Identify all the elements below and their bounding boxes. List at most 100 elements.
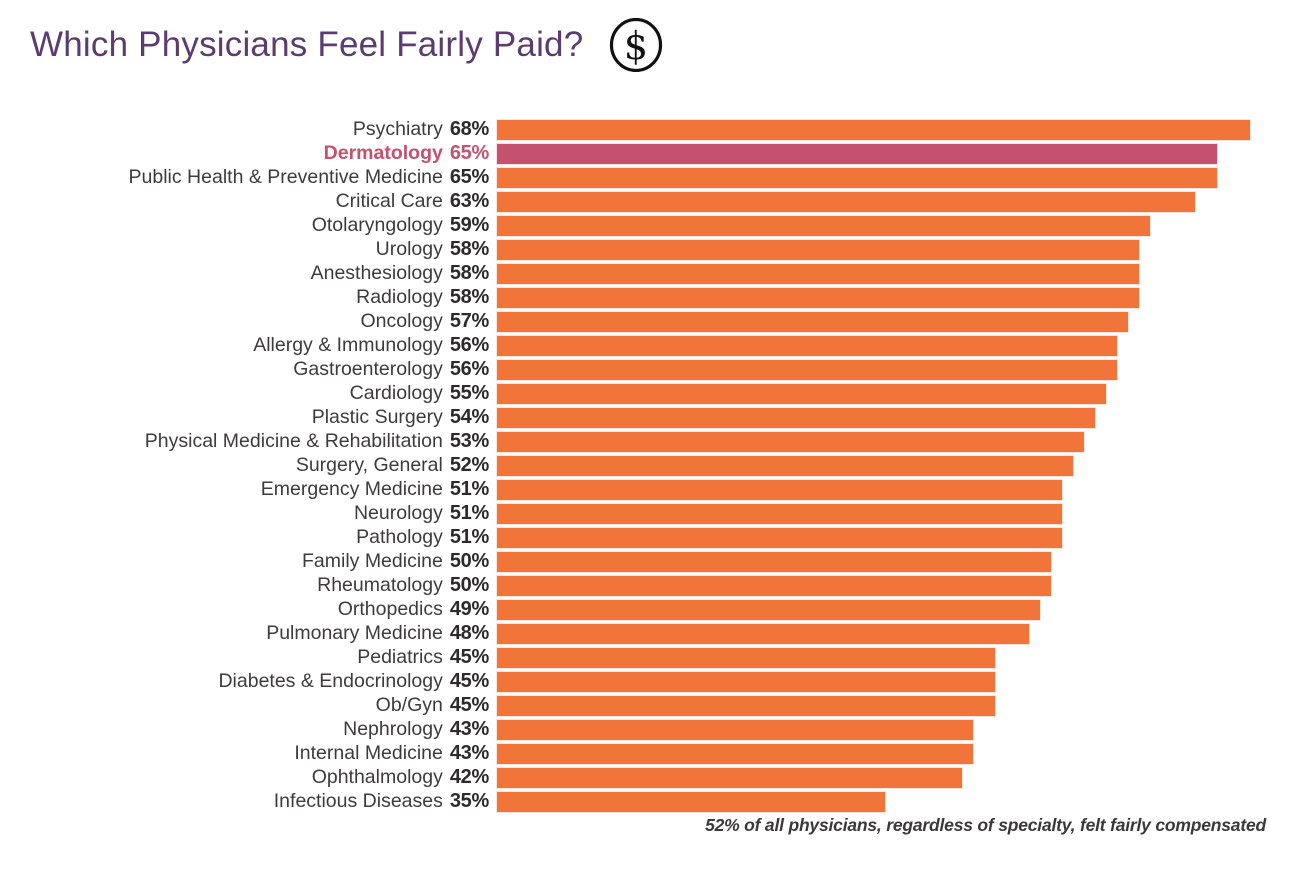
- bar-row: Ob/Gyn 45%: [0, 694, 1290, 718]
- row-label: Dermatology 65%: [0, 141, 490, 167]
- row-label: Otolaryngology 59%: [0, 213, 490, 239]
- bar: [497, 192, 1195, 212]
- bar-row: Dermatology 65%: [0, 142, 1290, 166]
- row-label: Physical Medicine & Rehabilitation 53%: [0, 429, 490, 455]
- bar: [497, 144, 1217, 164]
- bar-row: Radiology 58%: [0, 286, 1290, 310]
- bar-row: Public Health & Preventive Medicine 65%: [0, 166, 1290, 190]
- value-label: 68%: [449, 118, 489, 140]
- category-label: Diabetes & Endocrinology: [218, 670, 443, 692]
- bar-row: Physical Medicine & Rehabilitation 53%: [0, 430, 1290, 454]
- bar: [497, 408, 1095, 428]
- bar: [497, 288, 1140, 308]
- bar: [497, 600, 1040, 620]
- bar-row: Urology 58%: [0, 238, 1290, 262]
- category-label: Critical Care: [335, 190, 443, 212]
- value-label: 52%: [449, 454, 489, 476]
- bar: [497, 264, 1140, 284]
- svg-text:$: $: [624, 24, 648, 68]
- category-label: Surgery, General: [295, 454, 443, 476]
- value-label: 50%: [449, 550, 489, 572]
- category-label: Emergency Medicine: [260, 478, 443, 500]
- row-label: Critical Care 63%: [0, 189, 490, 215]
- value-label: 65%: [449, 142, 489, 164]
- category-label: Pediatrics: [357, 646, 443, 668]
- row-label: Anesthesiology 58%: [0, 261, 490, 287]
- bar: [497, 360, 1118, 380]
- row-label: Emergency Medicine 51%: [0, 477, 490, 503]
- value-label: 59%: [449, 214, 489, 236]
- bar: [497, 696, 996, 716]
- value-label: 58%: [449, 262, 489, 284]
- bar-row: Neurology 51%: [0, 502, 1290, 526]
- bar-row: Emergency Medicine 51%: [0, 478, 1290, 502]
- value-label: 51%: [449, 526, 489, 548]
- value-label: 43%: [449, 742, 489, 764]
- row-label: Rheumatology 50%: [0, 573, 489, 599]
- category-label: Radiology: [356, 286, 443, 308]
- value-label: 45%: [449, 646, 489, 668]
- bar: [497, 384, 1106, 404]
- bar: [497, 240, 1140, 260]
- value-label: 65%: [449, 166, 489, 188]
- category-label: Anesthesiology: [310, 262, 443, 284]
- category-label: Allergy & Immunology: [253, 334, 443, 356]
- row-label: Urology 58%: [0, 237, 490, 263]
- row-label: Surgery, General 52%: [0, 453, 489, 479]
- value-label: 42%: [449, 766, 489, 788]
- bar: [497, 216, 1151, 236]
- category-label: Rheumatology: [317, 574, 443, 596]
- value-label: 63%: [449, 190, 489, 212]
- bar-row: Family Medicine 50%: [0, 550, 1290, 574]
- bar: [497, 648, 996, 668]
- category-label: Dermatology: [323, 142, 443, 164]
- row-label: Orthopedics 49%: [0, 597, 490, 623]
- bar-row: Surgery, General 52%: [0, 454, 1290, 478]
- category-label: Psychiatry: [352, 118, 443, 140]
- row-label: Diabetes & Endocrinology 45%: [0, 669, 489, 695]
- value-label: 51%: [449, 502, 489, 524]
- row-label: Ob/Gyn 45%: [0, 693, 490, 719]
- bar-row: Psychiatry 68%: [0, 118, 1290, 142]
- bar-row: Pathology 51%: [0, 526, 1290, 550]
- value-label: 56%: [449, 334, 489, 356]
- bar: [497, 336, 1118, 356]
- bar: [497, 768, 963, 788]
- value-label: 53%: [449, 430, 489, 452]
- bar-row: Allergy & Immunology 56%: [0, 334, 1290, 358]
- category-label: Otolaryngology: [311, 214, 443, 236]
- page-title: Which Physicians Feel Fairly Paid?: [30, 25, 584, 64]
- row-label: Allergy & Immunology 56%: [0, 333, 489, 359]
- bar-row: Pulmonary Medicine 48%: [0, 622, 1290, 646]
- category-label: Internal Medicine: [294, 742, 443, 764]
- bar-row: Plastic Surgery 54%: [0, 406, 1290, 430]
- bar: [497, 528, 1062, 548]
- bar: [497, 168, 1217, 188]
- category-label: Gastroenterology: [293, 358, 443, 380]
- value-label: 45%: [449, 670, 489, 692]
- row-label: Cardiology 55%: [0, 381, 490, 407]
- footnote: 52% of all physicians, regardless of spe…: [705, 815, 1266, 835]
- bar-chart: Psychiatry 68% Dermatology 65% Public Heal…: [0, 118, 1290, 814]
- row-label: Ophthalmology 42%: [0, 765, 490, 791]
- value-label: 43%: [449, 718, 489, 740]
- header: Which Physicians Feel Fairly Paid? $: [30, 18, 663, 72]
- category-label: Plastic Surgery: [311, 406, 443, 428]
- row-label: Radiology 58%: [0, 285, 489, 311]
- bar: [497, 672, 996, 692]
- bar: [497, 480, 1062, 500]
- row-label: Psychiatry 68%: [0, 117, 489, 143]
- value-label: 51%: [449, 478, 489, 500]
- bar-row: Infectious Diseases 35%: [0, 790, 1290, 814]
- bar: [497, 432, 1084, 452]
- value-label: 55%: [449, 382, 489, 404]
- row-label: Nephrology 43%: [0, 717, 489, 743]
- value-label: 57%: [449, 310, 489, 332]
- bar-row: Pediatrics 45%: [0, 646, 1290, 670]
- bar: [497, 792, 885, 812]
- category-label: Pulmonary Medicine: [266, 622, 443, 644]
- bar-row: Orthopedics 49%: [0, 598, 1290, 622]
- category-label: Public Health & Preventive Medicine: [128, 166, 443, 188]
- row-label: Neurology 51%: [0, 501, 489, 527]
